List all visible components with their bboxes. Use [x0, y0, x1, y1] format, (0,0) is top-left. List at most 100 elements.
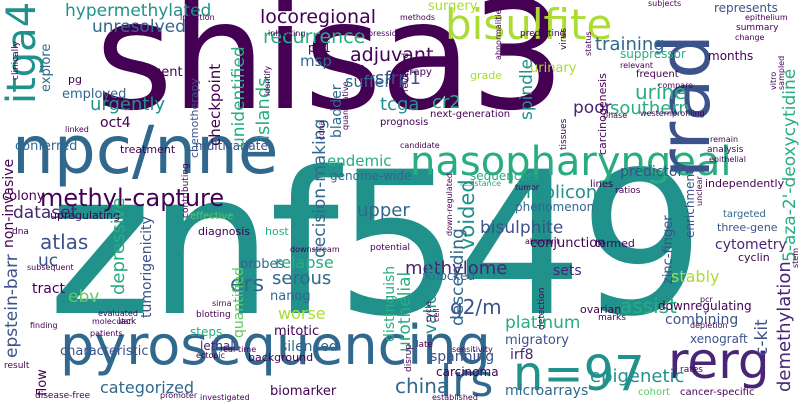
- word-methods: methods: [400, 13, 436, 22]
- word-detection: detection: [537, 287, 547, 330]
- word-explore: explore: [39, 43, 54, 92]
- word-xenograft: xenograft: [690, 332, 748, 346]
- word-recurrence: recurrence: [263, 26, 366, 48]
- word-grade: grade: [470, 69, 502, 82]
- word-established: established: [432, 393, 478, 402]
- word-phase: phase: [603, 111, 628, 120]
- word-therapy: therapy: [393, 67, 432, 78]
- word-pg: pg: [68, 73, 82, 86]
- word-mitotic: mitotic: [274, 324, 320, 339]
- word-epithelial: epithelial: [709, 155, 746, 164]
- word-aza: 5-aza-2'-deoxycytidine: [780, 68, 800, 262]
- word-tissues: tissues: [559, 118, 569, 150]
- word-termed: termed: [595, 237, 635, 250]
- word-phenomenon: phenomenon: [515, 200, 595, 214]
- word-znf549: znf549: [48, 129, 705, 360]
- word-characteristic: characteristic: [60, 344, 149, 359]
- word-unclear: unclear: [695, 176, 704, 206]
- word-investigated: investigated: [200, 393, 250, 402]
- word-d1: d1: [352, 63, 366, 76]
- word-sequencers: sequencers: [470, 169, 540, 183]
- word-tract: tract: [32, 281, 66, 297]
- word-uc: uc: [38, 251, 59, 271]
- word-profiling: profiling: [672, 109, 705, 118]
- word-oct4: oct4: [100, 115, 131, 131]
- word-dataset: dataset: [13, 203, 78, 223]
- word-relapse: relapse: [275, 253, 334, 272]
- word-bisulphite: bisulphite: [480, 218, 564, 238]
- word-carcinoma: carcinoma: [436, 365, 499, 379]
- word-downstream: downstream: [290, 245, 340, 254]
- word-surgery: surgery: [428, 0, 478, 14]
- word-rerg: rerg: [668, 332, 770, 390]
- word-ebv: ebv: [68, 287, 100, 307]
- word-diagnosis: diagnosis: [198, 225, 250, 238]
- word-patients: patients: [90, 329, 123, 338]
- word-spanning: spanning: [430, 349, 495, 365]
- word-status: status: [584, 31, 593, 56]
- word-endemic: endemic: [327, 152, 392, 170]
- word-lethal: lethal: [200, 339, 234, 353]
- word-platinum: platinum: [505, 313, 581, 333]
- word-assist: assist: [620, 294, 677, 318]
- word-three-gene: three-gene: [717, 221, 778, 234]
- word-effective: effective: [190, 211, 234, 222]
- word-analysis: analysis: [707, 145, 744, 155]
- word-repression: repression: [360, 29, 402, 38]
- word-relevant: relevant: [620, 61, 654, 70]
- word-dna: dna: [12, 227, 29, 237]
- word-marks: marks: [598, 313, 626, 323]
- word-urgently: urgently: [90, 94, 166, 115]
- word-employed: employed: [62, 87, 127, 102]
- word-aberrant: aberrant: [525, 237, 560, 246]
- word-ovarian: ovarian: [580, 303, 622, 316]
- word-sirna: sirna: [212, 299, 232, 308]
- word-n97: n=97: [513, 346, 645, 402]
- word-cr2: cr2: [432, 92, 461, 113]
- word-quantified: quantified: [231, 267, 247, 338]
- word-conjunction: conjunction: [530, 236, 606, 251]
- word-background: background: [248, 351, 314, 364]
- word-urine: urine: [635, 80, 687, 104]
- word-knocked: knocked: [425, 269, 476, 283]
- word-disrup: disrup: [404, 343, 414, 372]
- word-agent: agent: [145, 65, 183, 80]
- word-demethylation: demethylation: [774, 261, 795, 392]
- word-rates: rates: [680, 365, 703, 375]
- word-silenced: silenced: [280, 339, 338, 355]
- word-probes: probes: [240, 257, 285, 272]
- word-quantitative: quantitative: [341, 81, 350, 130]
- word-upper: upper: [357, 200, 410, 221]
- word-inhibiting: inhibiting: [268, 29, 306, 38]
- word-epigenetic: epigenetic: [590, 366, 685, 387]
- word-biomarker: biomarker: [270, 384, 337, 399]
- word-depressive: depressive: [108, 197, 129, 296]
- word-unidentified: unidentified: [229, 46, 249, 148]
- word-worse: worse: [278, 304, 326, 323]
- word-lrs: lrs: [440, 356, 494, 404]
- word-cyclin: cyclin: [738, 251, 770, 264]
- word-cancer-specific: cancer-specific: [680, 387, 755, 398]
- word-sfrp1: sfrp1: [375, 68, 421, 89]
- word-distinguish: distinguish: [382, 265, 398, 342]
- word-methyl-capture: methyl-capture: [40, 184, 225, 212]
- word-represents: represents: [714, 1, 778, 15]
- word-clinically: clinically: [11, 41, 21, 80]
- word-amplicon: amplicon: [515, 182, 598, 203]
- word-resistance: resistance: [460, 179, 502, 188]
- word-checkpoint: checkpoint: [206, 63, 224, 146]
- word-lack: lack: [118, 317, 137, 327]
- word-categorized: categorized: [100, 378, 195, 397]
- word-cdna: cdna: [317, 120, 326, 140]
- word-compare: compare: [658, 81, 694, 90]
- word-real-time: real-time: [220, 345, 257, 354]
- word-subjects: subjects: [648, 0, 682, 8]
- word-sensitivity: sensitivity: [452, 345, 493, 354]
- word-contributing: contributing: [181, 163, 191, 218]
- word-spindle: spindle: [517, 58, 537, 120]
- word-targeted: targeted: [723, 209, 766, 220]
- word-abnormalities: abnormalities: [494, 5, 503, 60]
- word-suppressor: suppressor: [620, 47, 686, 61]
- word-c-kit: c-kit: [752, 319, 772, 356]
